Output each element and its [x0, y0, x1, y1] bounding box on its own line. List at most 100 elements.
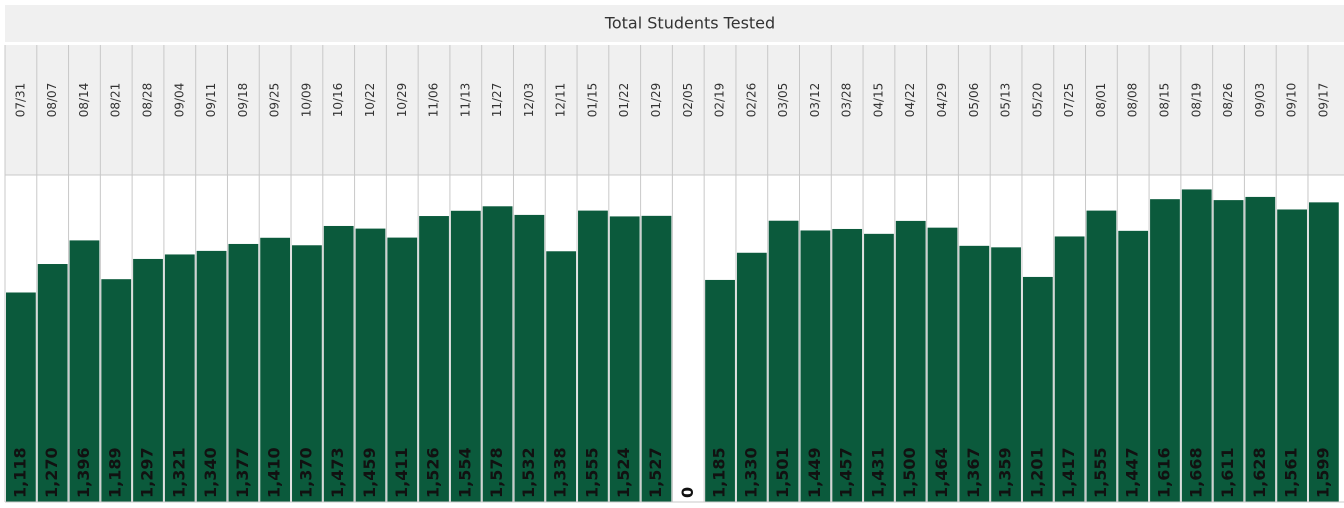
bar — [133, 258, 163, 502]
bar — [1086, 210, 1117, 502]
x-tick-label: 03/05 — [776, 83, 790, 118]
x-tick-label: 08/08 — [1126, 83, 1140, 118]
x-tick-label: 08/01 — [1094, 83, 1108, 118]
x-tick-label: 08/19 — [1189, 83, 1203, 118]
data-label: 1,457 — [837, 447, 856, 498]
x-tick-label: 03/12 — [808, 83, 822, 118]
bar — [196, 250, 227, 502]
data-label: 1,189 — [106, 447, 125, 498]
data-label: 1,555 — [582, 447, 601, 498]
x-tick-label: 10/22 — [363, 83, 377, 118]
x-tick-label: 01/29 — [649, 83, 663, 118]
x-tick-label: 10/09 — [299, 83, 313, 118]
bar — [323, 225, 354, 503]
data-label: 1,501 — [773, 447, 792, 498]
x-tick-label: 04/22 — [903, 83, 917, 118]
data-label: 1,449 — [805, 447, 824, 498]
bar — [69, 240, 100, 502]
x-tick-label: 09/25 — [268, 83, 282, 118]
bar — [228, 243, 259, 503]
bar — [578, 210, 608, 502]
data-label: 0 — [678, 487, 697, 498]
data-label: 1,417 — [1059, 447, 1078, 498]
x-tick-label: 09/11 — [204, 83, 218, 118]
x-tick-label: 05/20 — [1030, 83, 1044, 118]
data-label: 1,532 — [519, 447, 538, 498]
data-label: 1,555 — [1091, 447, 1110, 498]
x-tick-label: 12/11 — [554, 83, 568, 118]
x-tick-label: 10/16 — [331, 83, 345, 118]
bar — [355, 228, 386, 502]
x-tick-label: 04/15 — [871, 83, 885, 118]
data-label: 1,554 — [455, 447, 474, 498]
bar — [6, 292, 36, 502]
bar — [895, 220, 926, 502]
x-tick-label: 09/03 — [1253, 83, 1267, 118]
x-tick-label: 11/27 — [490, 83, 504, 118]
bar — [1213, 200, 1244, 502]
data-label: 1,338 — [551, 447, 570, 498]
bar — [1308, 202, 1339, 502]
title-bar — [5, 5, 1344, 42]
data-label: 1,396 — [74, 447, 93, 498]
bar — [260, 237, 291, 503]
data-label: 1,431 — [868, 447, 887, 498]
data-label: 1,330 — [741, 447, 760, 498]
data-label: 1,464 — [932, 447, 951, 498]
data-label: 1,527 — [646, 447, 665, 498]
bar — [1150, 199, 1180, 502]
bar — [1245, 196, 1276, 502]
bar — [1181, 189, 1212, 502]
x-tick-label: 08/21 — [109, 83, 123, 118]
bar — [1277, 209, 1307, 502]
data-label: 1,118 — [10, 447, 29, 498]
bar — [800, 230, 831, 502]
x-tick-label: 09/18 — [236, 83, 250, 118]
data-label: 1,370 — [296, 447, 315, 498]
x-tick-label: 10/29 — [395, 83, 409, 118]
bar — [832, 228, 863, 502]
x-tick-label: 01/15 — [585, 83, 599, 118]
data-label: 1,377 — [233, 447, 252, 498]
data-label: 1,411 — [392, 447, 411, 498]
data-label: 1,321 — [169, 447, 188, 498]
x-tick-label: 03/28 — [840, 83, 854, 118]
x-tick-label: 09/10 — [1285, 83, 1299, 118]
bar — [991, 247, 1021, 502]
x-tick-label: 05/13 — [999, 83, 1013, 118]
bar — [609, 216, 640, 502]
x-tick-label: 01/22 — [617, 83, 631, 118]
bar — [419, 216, 449, 502]
x-tick-label: 08/07 — [45, 83, 59, 118]
data-label: 1,500 — [900, 447, 919, 498]
bar — [736, 252, 767, 502]
x-tick-label: 02/19 — [713, 83, 727, 118]
data-label: 1,616 — [1154, 447, 1173, 498]
bar — [514, 214, 545, 502]
header-row — [5, 45, 1344, 175]
data-label: 1,611 — [1218, 447, 1237, 498]
x-tick-label: 02/05 — [681, 83, 695, 118]
data-label: 1,410 — [265, 447, 284, 498]
data-label: 1,599 — [1313, 447, 1332, 498]
x-tick-label: 05/06 — [967, 83, 981, 118]
data-label: 1,367 — [964, 447, 983, 498]
bar — [1022, 276, 1053, 502]
data-label: 1,270 — [42, 447, 61, 498]
data-label: 1,459 — [360, 447, 379, 498]
chart-title: Total Students Tested — [604, 14, 775, 33]
x-tick-label: 09/04 — [172, 83, 186, 118]
bar — [864, 233, 894, 503]
bar — [959, 245, 990, 502]
x-tick-label: 08/15 — [1157, 83, 1171, 118]
data-label: 1,628 — [1250, 447, 1269, 498]
data-label: 1,668 — [1186, 447, 1205, 498]
x-tick-label: 11/06 — [427, 83, 441, 118]
bar — [705, 279, 735, 502]
data-label: 1,185 — [710, 447, 729, 498]
data-label: 1,473 — [328, 447, 347, 498]
data-label: 1,561 — [1282, 447, 1301, 498]
bar — [1054, 236, 1085, 502]
bar — [37, 264, 68, 502]
data-label: 1,524 — [614, 447, 633, 498]
